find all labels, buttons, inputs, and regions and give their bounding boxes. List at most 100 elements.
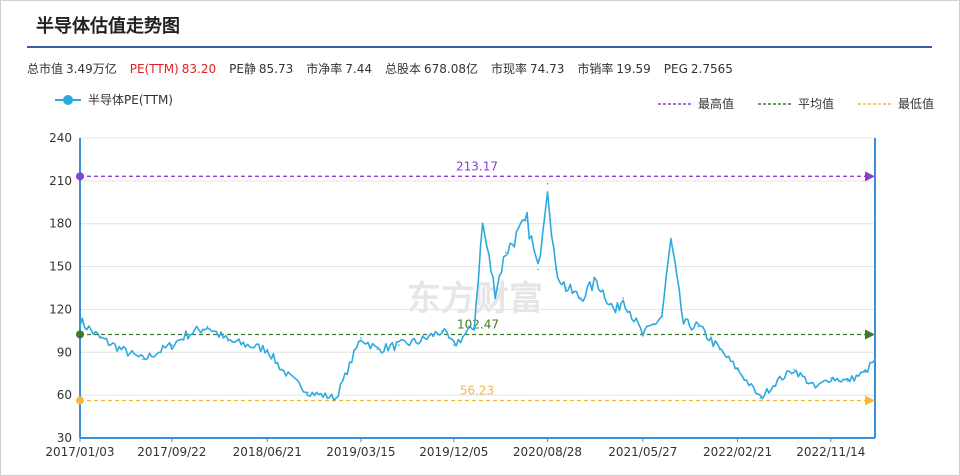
data-point — [142, 358, 144, 361]
data-point — [473, 325, 476, 328]
metric-label: 总股本 — [385, 62, 422, 76]
title-divider — [27, 46, 932, 48]
y-tick-label: 210 — [49, 174, 72, 188]
data-point — [830, 377, 832, 379]
reference-value-label: 213.17 — [456, 159, 498, 173]
reference-value-label: 56.23 — [460, 384, 494, 398]
data-point — [642, 334, 644, 336]
metrics-bar: 总市值 3.49万亿 PE(TTM) 83.20 PE静 85.73 市净率 7.44 总股本 6… — [27, 60, 746, 77]
legend-series-swatch-dot — [63, 95, 73, 105]
data-point — [759, 397, 762, 399]
metric-item: 总市值 3.49万亿 — [27, 60, 117, 77]
data-point — [481, 222, 484, 225]
data-point — [682, 322, 685, 325]
data-point — [661, 315, 663, 318]
data-point — [814, 387, 817, 389]
data-point — [398, 344, 400, 346]
data-point — [546, 182, 549, 185]
y-tick-label: 60 — [57, 388, 72, 402]
data-point — [736, 368, 739, 371]
data-point — [376, 348, 379, 351]
data-point — [697, 325, 700, 328]
data-point — [266, 348, 269, 351]
metric-value: 7.44 — [345, 62, 373, 76]
data-point — [360, 337, 362, 339]
series-line — [79, 191, 876, 402]
metric-label: 总市值 — [27, 62, 64, 76]
y-tick-label: 240 — [49, 131, 72, 145]
metric-item: PE静 85.73 — [229, 60, 293, 77]
data-point — [494, 291, 497, 294]
data-point — [120, 348, 123, 351]
metric-label: 市销率 — [577, 62, 614, 76]
x-tick-label: 2022/11/14 — [796, 445, 865, 459]
metric-item: 总股本 678.08亿 — [385, 60, 478, 77]
legend-ref-label: 平均值 — [798, 96, 834, 111]
data-point — [79, 320, 81, 322]
metric-value: 678.08亿 — [424, 62, 479, 76]
metric-value: 19.59 — [616, 62, 651, 76]
y-tick-label: 120 — [49, 302, 72, 316]
legend-ref-label: 最高值 — [698, 96, 734, 111]
data-point — [441, 330, 443, 332]
data-point — [307, 391, 309, 394]
metric-item: 市净率 7.44 — [306, 60, 372, 77]
data-point — [622, 297, 624, 299]
metric-value: 2.7565 — [690, 62, 733, 76]
metric-label: PE(TTM) — [129, 62, 179, 76]
y-tick-label: 90 — [57, 345, 72, 359]
data-point — [537, 268, 539, 271]
data-point — [504, 251, 507, 254]
data-point — [453, 344, 455, 346]
data-point — [206, 325, 209, 328]
tick-labels: 30 60 90 120 150 180 210 240 2017/01/03 2017/09/2… — [45, 131, 865, 459]
data-point — [526, 220, 528, 222]
x-tick-label: 2017/01/03 — [45, 445, 114, 459]
x-tick-label: 2019/03/15 — [326, 445, 395, 459]
data-point — [171, 344, 173, 346]
data-point — [185, 334, 187, 336]
x-tick-label: 2017/09/22 — [137, 445, 206, 459]
data-point — [419, 340, 422, 342]
metric-value: 83.20 — [181, 62, 217, 76]
data-point — [99, 337, 101, 339]
x-tick-label: 2018/06/21 — [233, 445, 302, 459]
data-point — [718, 348, 721, 351]
data-point — [776, 380, 779, 382]
x-tick-label: 2021/05/27 — [608, 445, 677, 459]
y-tick-label: 180 — [49, 217, 72, 231]
data-point — [565, 287, 567, 289]
data-point — [793, 368, 795, 371]
axes — [79, 138, 876, 442]
metric-label: 市现率 — [491, 62, 528, 76]
data-point — [554, 268, 557, 271]
legend-ref-label: 最低值 — [898, 96, 934, 111]
metric-item: PEG 2.7565 — [664, 62, 733, 76]
data-point — [335, 397, 337, 399]
reference-start-dot — [76, 330, 84, 339]
data-point — [280, 368, 283, 371]
metric-item: PE(TTM) 83.20 — [130, 62, 216, 76]
metric-label: 市净率 — [306, 62, 343, 76]
reference-start-dot — [76, 172, 84, 181]
metric-label: PE静 — [229, 62, 256, 76]
y-tick-label: 150 — [49, 260, 72, 274]
legend: 半导体PE(TTM) 最高值 平均值 最低值 — [55, 93, 934, 111]
metric-label: PEG — [663, 62, 688, 76]
data-point — [614, 311, 617, 314]
x-tick-label: 2022/02/21 — [703, 445, 772, 459]
data-point — [874, 358, 876, 361]
metric-item: 市销率 19.59 — [577, 60, 650, 77]
data-point — [595, 280, 598, 282]
x-tick-label: 2020/08/28 — [513, 445, 582, 459]
grid — [80, 137, 875, 396]
y-tick-label: 30 — [57, 431, 72, 445]
data-point — [227, 340, 229, 342]
metric-value: 74.73 — [530, 62, 565, 76]
metric-item: 市现率 74.73 — [491, 60, 564, 77]
data-point — [670, 240, 672, 242]
data-point — [864, 371, 866, 374]
legend-series-label: 半导体PE(TTM) — [88, 93, 173, 107]
page-title: 半导体估值走势图 — [36, 16, 180, 37]
